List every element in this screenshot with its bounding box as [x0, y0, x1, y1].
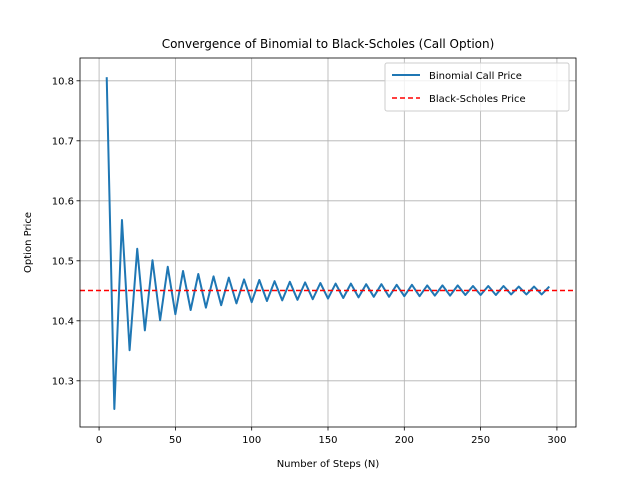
y-tick-label: 10.5 [52, 256, 74, 267]
y-tick-label: 10.3 [52, 376, 74, 387]
x-tick-label: 50 [169, 435, 182, 446]
x-tick-label: 150 [318, 435, 337, 446]
y-tick-label: 10.6 [52, 196, 74, 207]
legend-black-scholes-label: Black-Scholes Price [429, 94, 526, 105]
x-tick-label: 250 [471, 435, 490, 446]
y-axis-title: Option Price [23, 212, 34, 273]
chart-title: Convergence of Binomial to Black-Scholes… [162, 37, 495, 51]
x-tick-label: 200 [395, 435, 414, 446]
x-tick-label: 100 [242, 435, 261, 446]
legend: Binomial Call Price Black-Scholes Price [384, 62, 570, 112]
axes: 0 50 100 150 200 250 300 10.3 10.4 10.5 10.6 10.7 10… [52, 76, 567, 446]
x-tick-label: 300 [547, 435, 566, 446]
x-tick-label: 0 [96, 435, 102, 446]
binomial-call-price-line [105, 77, 551, 410]
y-tick-label: 10.8 [52, 76, 74, 87]
x-axis-title: Number of Steps (N) [277, 459, 380, 470]
legend-box [384, 62, 570, 112]
series-layer [80, 77, 576, 410]
legend-binomial-label: Binomial Call Price [429, 71, 522, 82]
y-tick-label: 10.7 [52, 136, 74, 147]
grid [80, 58, 576, 427]
y-tick-label: 10.4 [52, 316, 74, 327]
